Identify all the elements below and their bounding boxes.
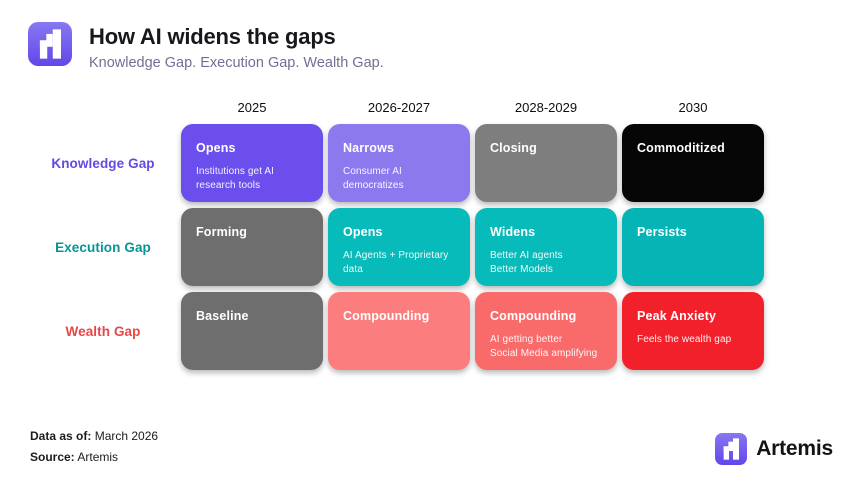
row-label-wealth-gap: Wealth Gap: [65, 323, 141, 339]
column-header-2028-2029: 2028-2029: [514, 99, 578, 115]
cell-title: Persists: [637, 225, 687, 239]
matrix-cell-wealth-2030: Peak Anxiety Feels the wealth gap: [622, 292, 764, 370]
cell-title: Narrows: [343, 141, 395, 155]
source-label: Source:: [30, 450, 75, 465]
brand-name: Artemis: [756, 437, 833, 460]
matrix-cell-knowledge-2030: Commoditized: [622, 124, 764, 202]
cell-title: Opens: [343, 225, 383, 239]
matrix-cell-knowledge-2025: Opens Institutions get AI research tools: [181, 124, 323, 202]
matrix-cell-wealth-2025: Baseline: [181, 292, 323, 370]
artemis-logo-icon: [28, 22, 72, 66]
column-header-2030: 2030: [678, 99, 708, 115]
matrix-cell-execution-2026-2027: Opens AI Agents + Proprietary data: [328, 208, 470, 286]
header: How AI widens the gaps Knowledge Gap. Ex…: [28, 22, 384, 73]
cell-title: Opens: [196, 141, 236, 155]
cell-desc: Better AI agents Better Models: [490, 250, 563, 275]
data-as-of-label: Data as of:: [30, 428, 92, 443]
brand-lockup: Artemis: [715, 433, 833, 465]
cell-title: Closing: [490, 141, 537, 155]
row-label-execution-gap: Execution Gap: [55, 239, 151, 255]
data-as-of-line: Data as of: March 2026: [30, 426, 158, 448]
cell-title: Widens: [490, 225, 536, 239]
header-text: How AI widens the gaps Knowledge Gap. Ex…: [89, 22, 384, 73]
matrix-cell-execution-2025: Forming: [181, 208, 323, 286]
matrix-cell-knowledge-2026-2027: Narrows Consumer AI democratizes: [328, 124, 470, 202]
cell-desc: Consumer AI democratizes: [343, 166, 404, 191]
data-as-of-value: March 2026: [91, 428, 159, 443]
artemis-logo-icon: [715, 433, 748, 465]
cell-desc: AI Agents + Proprietary data: [343, 250, 449, 275]
cell-desc: Feels the wealth gap: [637, 334, 732, 345]
matrix-cell-wealth-2026-2027: Compounding: [328, 292, 470, 370]
row-label-knowledge-gap: Knowledge Gap: [51, 155, 155, 171]
matrix-cell-execution-2028-2029: Widens Better AI agents Better Models: [475, 208, 617, 286]
page-subtitle: Knowledge Gap. Execution Gap. Wealth Gap…: [89, 55, 384, 72]
matrix-cell-wealth-2028-2029: Compounding AI getting better Social Med…: [475, 292, 617, 370]
cell-title: Compounding: [490, 309, 577, 323]
cell-title: Compounding: [343, 309, 430, 323]
cell-desc: AI getting better Social Media amplifyin…: [490, 334, 598, 359]
cell-desc: Institutions get AI research tools: [196, 166, 275, 191]
cell-title: Commoditized: [637, 141, 725, 155]
cell-title: Peak Anxiety: [637, 309, 717, 323]
matrix-cell-knowledge-2028-2029: Closing: [475, 124, 617, 202]
matrix-cell-execution-2030: Persists: [622, 208, 764, 286]
cell-title: Forming: [196, 225, 248, 239]
column-header-2026-2027: 2026-2027: [367, 99, 431, 115]
source-line: Source: Artemis: [30, 447, 158, 469]
source-value: Artemis: [74, 450, 119, 465]
cell-title: Baseline: [196, 309, 249, 323]
column-header-2025: 2025: [237, 99, 267, 115]
gap-matrix: 2025 2026-2027 2028-2029 2030 Knowledge …: [30, 96, 764, 370]
footer-meta: Data as of: March 2026 Source: Artemis: [30, 426, 158, 469]
grid-corner-spacer: [30, 96, 176, 118]
page-title: How AI widens the gaps: [89, 24, 336, 49]
